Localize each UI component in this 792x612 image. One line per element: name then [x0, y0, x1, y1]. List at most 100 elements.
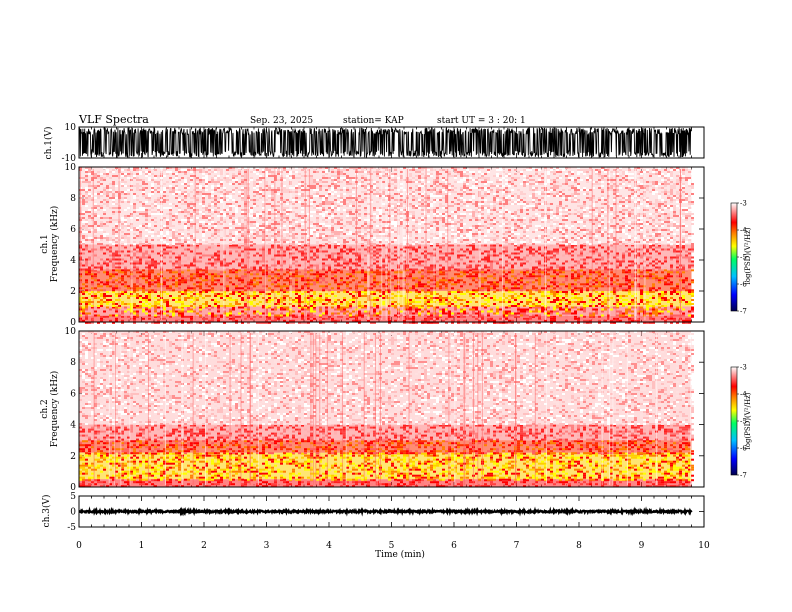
- spectral-cell: [202, 289, 205, 292]
- spectral-cell: [667, 273, 670, 276]
- spectral-cell: [493, 291, 496, 293]
- spectral-cell: [583, 173, 586, 175]
- spectral-cell: [634, 319, 637, 322]
- spectral-cell: [685, 254, 688, 257]
- spectral-cell: [112, 321, 115, 324]
- spectral-cell: [313, 306, 316, 309]
- spectral-cell: [169, 260, 172, 263]
- spectral-cell: [226, 264, 229, 267]
- spectral-cell: [178, 264, 181, 267]
- spectral-cell: [448, 262, 451, 265]
- spectral-cell: [151, 305, 154, 307]
- spectral-cell: [583, 260, 586, 263]
- spectral-cell: [481, 281, 484, 284]
- spectral-cell: [97, 271, 100, 274]
- spectral-cell: [499, 260, 502, 263]
- spectral-cell: [127, 254, 130, 257]
- spectral-cell: [157, 306, 160, 309]
- spectral-cell: [205, 283, 208, 286]
- spectral-cell: [412, 301, 415, 303]
- spectral-cell: [481, 287, 484, 290]
- spectral-cell: [691, 289, 694, 292]
- spectral-cell: [100, 258, 103, 261]
- spectral-cell: [556, 281, 559, 284]
- spectral-cell: [187, 310, 190, 313]
- spectral-cell: [460, 248, 463, 251]
- spectral-cell: [238, 244, 241, 247]
- spectral-cell: [151, 250, 154, 253]
- spectral-cell: [574, 277, 577, 280]
- spectral-cell: [667, 275, 670, 278]
- spectral-cell: [613, 169, 616, 171]
- spectral-cell: [181, 314, 184, 317]
- spectral-cell: [175, 306, 178, 309]
- spectral-cell: [166, 269, 169, 272]
- spectral-cell: [292, 256, 295, 259]
- spectral-cell: [553, 308, 556, 311]
- spectral-cell: [439, 308, 442, 311]
- spectral-cell: [94, 273, 97, 276]
- spectral-cell: [610, 279, 613, 282]
- spectral-cell: [184, 277, 187, 280]
- spectral-cell: [670, 266, 673, 269]
- spectral-cell: [574, 248, 577, 251]
- spectral-cell: [652, 312, 655, 315]
- spectral-cell: [571, 258, 574, 261]
- spectral-cell: [529, 293, 532, 295]
- spectral-cell: [481, 314, 484, 317]
- spectral-cell: [115, 319, 118, 322]
- spectral-cell: [616, 275, 619, 278]
- spectral-cell: [301, 308, 304, 311]
- spectral-cell: [112, 281, 115, 284]
- spectral-cell: [220, 283, 223, 286]
- spectral-cell: [646, 308, 649, 311]
- spectral-cell: [670, 314, 673, 317]
- spectral-cell: [358, 303, 361, 305]
- spectral-cell: [145, 281, 148, 284]
- spectral-cell: [547, 312, 550, 315]
- spectral-cell: [469, 244, 472, 247]
- spectral-cell: [463, 262, 466, 265]
- spectral-cell: [667, 283, 670, 286]
- spectral-cell: [112, 269, 115, 272]
- spectral-cell: [451, 312, 454, 315]
- spectral-cell: [268, 248, 271, 251]
- spectral-cell: [676, 246, 679, 249]
- spectral-cell: [373, 293, 376, 295]
- spectral-cell: [370, 287, 373, 290]
- spectral-cell: [346, 277, 349, 280]
- spectral-cell: [487, 312, 490, 315]
- spectral-cell: [310, 248, 313, 251]
- spectral-cell: [145, 250, 148, 253]
- spectral-cell: [655, 266, 658, 269]
- spectral-cell: [628, 317, 631, 320]
- spectral-cell: [529, 295, 532, 297]
- spectral-cell: [556, 312, 559, 315]
- spectral-cell: [220, 293, 223, 295]
- spectral-cell: [262, 273, 265, 276]
- spectral-cell: [262, 171, 265, 173]
- spectral-cell: [565, 246, 568, 249]
- spectral-cell: [517, 252, 520, 255]
- spectral-cell: [574, 264, 577, 267]
- spectral-cell: [448, 312, 451, 315]
- spectral-cell: [436, 171, 439, 173]
- spectral-cell: [439, 173, 442, 175]
- spectral-cell: [187, 285, 190, 288]
- spectral-cell: [208, 305, 211, 307]
- spectral-cell: [265, 285, 268, 288]
- spectral-cell: [295, 256, 298, 259]
- spectral-cell: [112, 319, 115, 322]
- spectral-cell: [205, 306, 208, 309]
- spectral-cell: [505, 289, 508, 292]
- spectral-cell: [316, 281, 319, 284]
- spectral-cell: [583, 244, 586, 247]
- spectral-cell: [691, 266, 694, 269]
- spectral-cell: [178, 271, 181, 274]
- spectral-cell: [193, 293, 196, 295]
- spectral-cell: [589, 250, 592, 253]
- spectral-cell: [307, 281, 310, 284]
- spectral-cell: [181, 293, 184, 295]
- spectral-cell: [691, 244, 694, 247]
- spectral-cell: [640, 262, 643, 265]
